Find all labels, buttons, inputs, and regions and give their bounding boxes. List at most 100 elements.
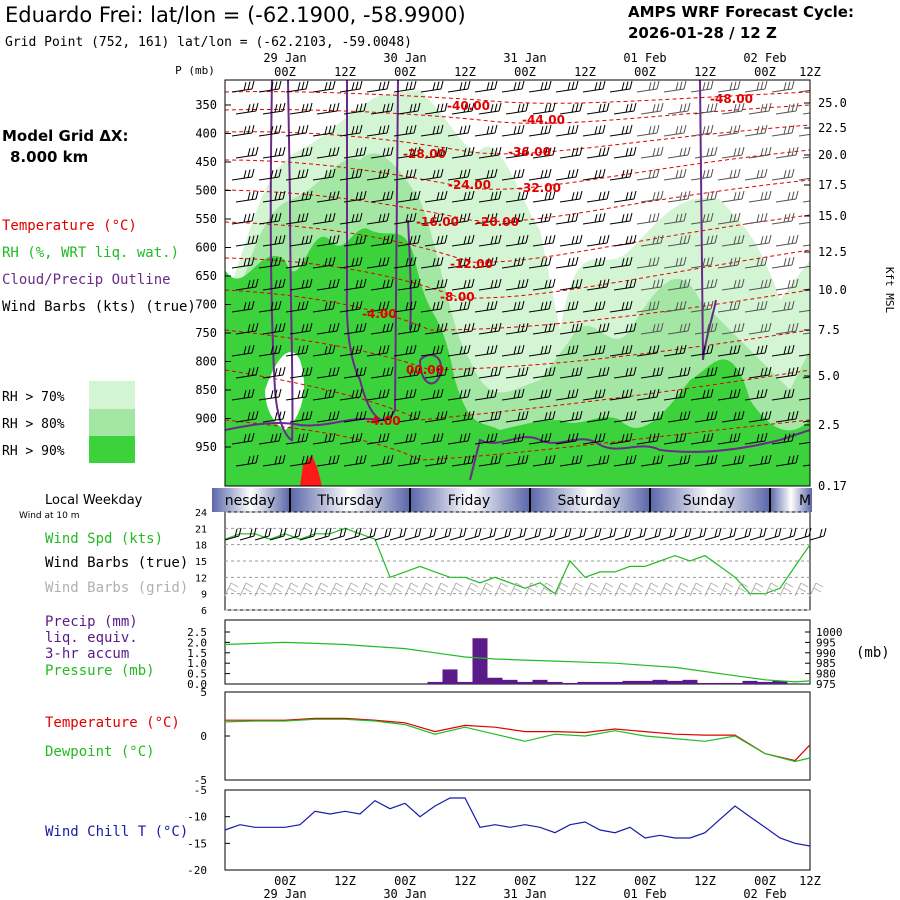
wind-barb — [586, 278, 610, 291]
wind-barb — [636, 256, 660, 269]
wind-barb — [582, 432, 606, 445]
wind-barb — [771, 124, 795, 137]
wind-barb — [582, 388, 606, 401]
wind-barb — [771, 168, 795, 181]
wind-barb — [771, 432, 795, 445]
wind-speed-panel: 24 21 18 15 12 9 6 — [195, 508, 827, 617]
wind-barb — [235, 102, 259, 115]
temp-label: 00.00 — [406, 363, 444, 377]
weekday-name: M — [799, 493, 811, 509]
wind-barb — [339, 300, 363, 313]
wind-barb-grid — [464, 582, 479, 597]
wind-barb-grid — [794, 582, 809, 597]
rh70-swatch — [89, 381, 135, 409]
time-tick-label: 00Z — [634, 874, 656, 888]
wind-barb-grid — [224, 582, 239, 597]
wind-barb — [478, 410, 502, 423]
wind-barb-grid — [614, 582, 629, 597]
wind-barb — [339, 256, 363, 269]
wind-barb — [582, 212, 606, 225]
temp-label: -8.00 — [440, 290, 475, 304]
wind-barb — [775, 102, 799, 115]
wind-barb — [474, 388, 498, 401]
y-tick-label: 1000 — [816, 626, 843, 639]
pressure-tick: 750 — [195, 326, 217, 340]
wind-barb — [555, 344, 579, 357]
precip-bar — [772, 680, 788, 684]
wind-barb — [748, 410, 772, 423]
wind-barb — [316, 278, 340, 291]
y-tick-label: 5 — [200, 686, 207, 699]
wind-barb — [721, 410, 745, 423]
wind-barb — [771, 80, 795, 93]
wind-barb — [231, 168, 255, 181]
wind-barb — [478, 322, 502, 335]
time-tick-label: 00Z — [754, 65, 776, 79]
wind-barb — [474, 212, 498, 225]
weekday-name: Saturday — [557, 493, 620, 509]
y-tick-label: 0 — [200, 730, 207, 743]
wind-barb — [370, 454, 394, 467]
wind-barb-true — [419, 527, 437, 541]
wind-barb-grid — [539, 582, 554, 597]
y-tick-label: 2.5 — [187, 626, 207, 639]
wind-barbs-true-legend: Wind Barbs (true) — [45, 555, 188, 571]
wind-barb — [478, 278, 502, 291]
date-label: 02 Feb — [743, 887, 786, 900]
wind-barb — [609, 124, 633, 137]
wind-barb-grid — [524, 582, 539, 597]
wind-barb — [289, 278, 313, 291]
wind-barb — [532, 102, 556, 115]
wind-barb — [532, 366, 556, 379]
wind-barb — [393, 432, 417, 445]
wind-barb — [366, 212, 390, 225]
wind-barb — [532, 190, 556, 203]
wind-barb — [717, 168, 741, 181]
pressure-tick: 900 — [195, 412, 217, 426]
wind-barb — [582, 300, 606, 313]
wind-barb-true — [269, 527, 287, 541]
wind-barb — [555, 124, 579, 137]
wind-barb — [339, 168, 363, 181]
y-tick-label: -5 — [194, 774, 207, 787]
precip-legend-1: Precip (mm) — [45, 614, 138, 630]
wind-barb — [397, 146, 421, 159]
wind-barb — [285, 388, 309, 401]
wind-barb — [393, 300, 417, 313]
wind-barb — [312, 168, 336, 181]
wind-barb — [370, 146, 394, 159]
wind-barb — [424, 102, 448, 115]
wind-barb — [748, 102, 772, 115]
wind-barb — [613, 366, 637, 379]
wind-barb-grid — [509, 582, 524, 597]
wind-barb — [694, 410, 718, 423]
wind-barb — [474, 300, 498, 313]
wind-barb — [262, 278, 286, 291]
wind-barb-grid — [389, 582, 404, 597]
wind-barb — [262, 410, 286, 423]
wind-barb — [235, 454, 259, 467]
wind-barb — [370, 278, 394, 291]
wind-barb — [694, 366, 718, 379]
wind-barb — [721, 278, 745, 291]
wind-barb — [771, 256, 795, 269]
wind-barb — [640, 410, 664, 423]
rh90-swatch — [89, 436, 135, 463]
wind-barb — [289, 102, 313, 115]
wind-barb — [532, 234, 556, 247]
wind-barb — [420, 300, 444, 313]
wind-barb — [802, 200, 810, 203]
date-label: 29 Jan — [263, 887, 306, 900]
wind-barb — [559, 190, 583, 203]
wind-barb — [771, 300, 795, 313]
wind-barb-grid — [419, 582, 434, 597]
wind-barb — [478, 102, 502, 115]
wind-barb — [366, 80, 390, 93]
wind-barb — [613, 190, 637, 203]
wind-barb — [555, 212, 579, 225]
y-tick-label: -10 — [187, 811, 207, 824]
wind-barb — [231, 124, 255, 137]
precip-bar — [757, 681, 773, 684]
wind-barb-true — [629, 527, 647, 541]
wind-barb — [258, 388, 282, 401]
